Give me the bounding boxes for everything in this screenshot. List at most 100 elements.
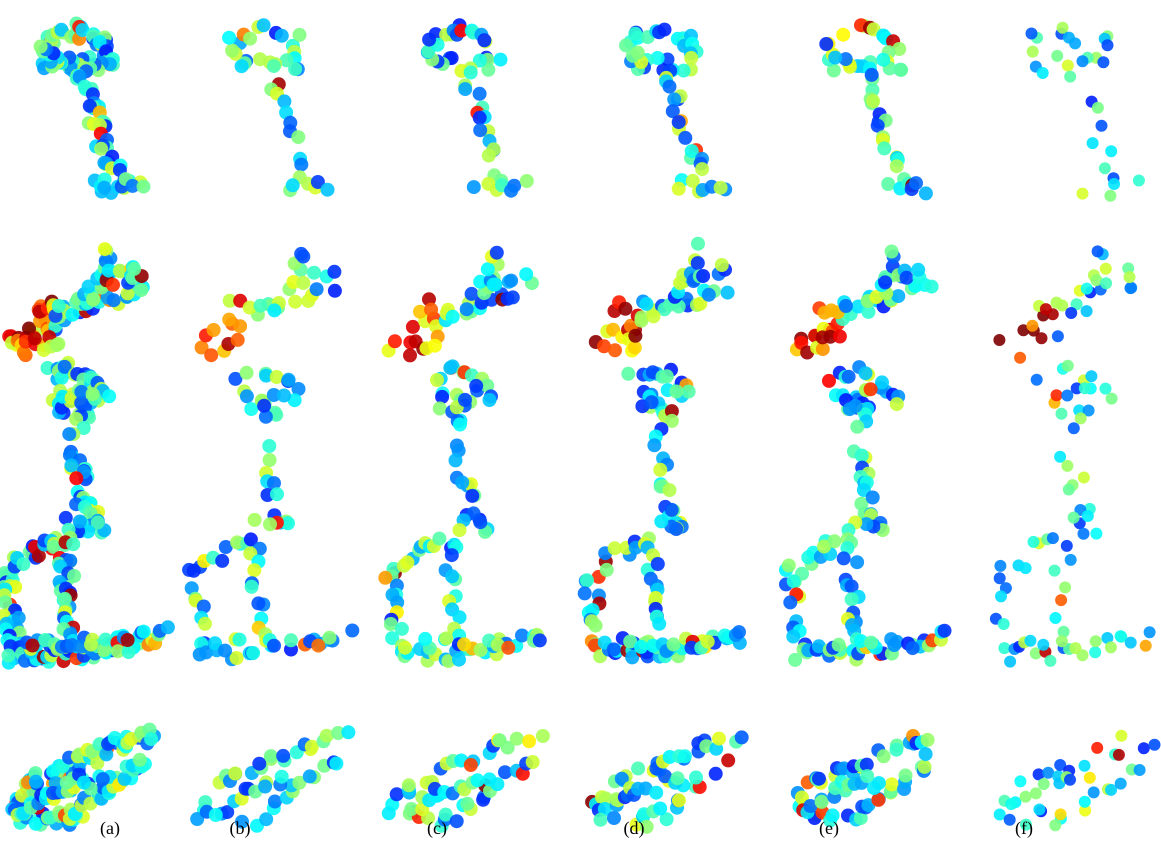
point: [1132, 174, 1145, 187]
point: [696, 269, 711, 283]
point: [681, 384, 696, 399]
point: [684, 51, 699, 65]
point: [1050, 389, 1063, 402]
point: [1037, 778, 1050, 790]
point: [28, 816, 43, 831]
point: [120, 633, 135, 647]
point: [263, 749, 278, 764]
point: [331, 726, 346, 740]
point: [327, 264, 342, 279]
point: [1148, 738, 1161, 751]
point: [469, 378, 484, 393]
point: [97, 643, 112, 657]
point: [832, 329, 847, 344]
point: [239, 389, 254, 404]
point: [1037, 638, 1050, 651]
point: [639, 296, 654, 311]
point: [65, 307, 80, 322]
point: [404, 802, 419, 816]
point: [1087, 786, 1100, 799]
point: [294, 246, 309, 261]
point: [463, 758, 478, 772]
point: [244, 579, 259, 594]
point: [94, 141, 109, 156]
point: [1090, 527, 1103, 540]
point: [580, 573, 594, 588]
point: [597, 339, 611, 354]
point: [920, 732, 935, 747]
point: [1105, 145, 1118, 158]
point: [504, 273, 519, 288]
point: [859, 517, 874, 532]
point: [220, 805, 235, 820]
point: [1029, 787, 1042, 800]
point: [870, 118, 885, 133]
point: [307, 265, 321, 280]
point: [284, 633, 298, 648]
point: [647, 438, 662, 453]
point: [465, 488, 480, 503]
point: [292, 27, 307, 42]
point: [670, 771, 685, 786]
point: [473, 642, 488, 657]
point: [664, 502, 679, 517]
panel-label: (f): [1015, 818, 1033, 839]
point: [385, 631, 400, 646]
point: [464, 286, 479, 301]
point: [418, 631, 433, 646]
point: [713, 180, 728, 195]
point: [320, 182, 335, 197]
point: [58, 510, 73, 525]
point: [701, 287, 716, 302]
point: [734, 730, 749, 745]
point: [1101, 632, 1114, 644]
point: [452, 523, 467, 538]
point: [1086, 137, 1099, 150]
point: [608, 343, 622, 358]
point: [448, 453, 463, 468]
point: [1078, 382, 1091, 395]
point: [876, 749, 891, 764]
point: [653, 462, 668, 477]
point: [878, 275, 893, 290]
point: [1064, 70, 1077, 83]
point: [836, 27, 851, 42]
point: [1076, 187, 1089, 200]
point: [16, 557, 31, 572]
point: [269, 370, 284, 384]
point: [413, 304, 427, 319]
point: [685, 173, 700, 188]
point: [235, 814, 249, 829]
point: [136, 179, 151, 194]
point: [1114, 630, 1127, 643]
point: [294, 157, 309, 172]
point: [246, 646, 261, 660]
point: [889, 397, 904, 412]
point: [458, 82, 473, 97]
point: [253, 52, 268, 67]
point: [401, 778, 416, 793]
point: [319, 728, 334, 743]
point: [1078, 795, 1091, 808]
point: [639, 819, 654, 834]
point: [64, 458, 79, 473]
point: [863, 382, 878, 397]
point: [720, 285, 735, 300]
point: [239, 365, 254, 380]
point: [1105, 392, 1118, 405]
point: [302, 769, 317, 784]
point: [466, 180, 481, 195]
point: [95, 772, 110, 787]
point: [27, 331, 42, 346]
point: [222, 312, 237, 327]
point: [486, 277, 501, 292]
point: [259, 368, 274, 383]
point: [865, 490, 880, 505]
point: [1091, 245, 1104, 258]
point: [208, 808, 223, 822]
point: [667, 92, 682, 107]
point: [1014, 351, 1027, 364]
point: [695, 162, 710, 177]
point: [251, 596, 266, 611]
